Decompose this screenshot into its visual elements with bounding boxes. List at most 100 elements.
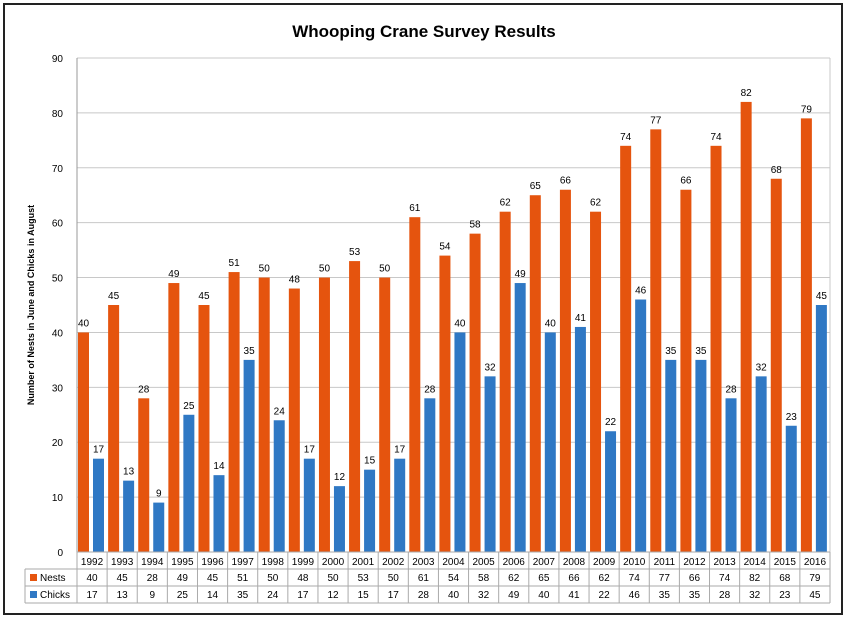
x-tick-label: 1997 <box>232 557 255 568</box>
x-tick-label: 2008 <box>563 557 586 568</box>
nests-data-label: 50 <box>259 264 271 275</box>
chicks-bar <box>303 458 315 552</box>
nests-table-cell: 82 <box>749 573 761 584</box>
chicks-bar <box>514 283 526 552</box>
chicks-bar <box>605 431 617 552</box>
nests-data-label: 74 <box>710 132 722 143</box>
chicks-data-label: 46 <box>635 286 647 297</box>
chicks-bar <box>544 332 556 552</box>
x-tick-label: 2004 <box>442 557 465 568</box>
nests-data-label: 58 <box>469 220 481 231</box>
x-tick-label: 2007 <box>533 557 556 568</box>
x-tick-label: 2011 <box>654 557 676 568</box>
nests-table-cell: 77 <box>659 573 671 584</box>
chicks-data-label: 28 <box>424 384 436 395</box>
nests-table-cell: 50 <box>388 573 400 584</box>
x-tick-label: 1998 <box>262 557 285 568</box>
nests-table-cell: 54 <box>448 573 460 584</box>
nests-legend-swatch <box>30 574 37 581</box>
x-tick-label: 2002 <box>382 557 405 568</box>
chicks-bar <box>635 299 647 552</box>
nests-data-label: 50 <box>319 264 331 275</box>
chicks-data-label: 24 <box>274 406 286 417</box>
chicks-table-cell: 17 <box>86 590 98 601</box>
nests-table-cell: 74 <box>629 573 641 584</box>
nests-bar <box>529 195 541 552</box>
chicks-data-label: 49 <box>515 269 527 280</box>
nests-table-cell: 48 <box>297 573 309 584</box>
x-tick-label: 2013 <box>713 557 736 568</box>
nests-data-label: 48 <box>289 275 301 286</box>
y-tick-label: 20 <box>52 438 64 449</box>
nests-table-cell: 79 <box>809 573 821 584</box>
chicks-table-cell: 17 <box>388 590 400 601</box>
chicks-data-label: 35 <box>244 346 256 357</box>
nests-bar <box>680 189 692 552</box>
chicks-table-cell: 22 <box>599 590 611 601</box>
nests-bar <box>590 211 602 552</box>
chicks-table-cell: 40 <box>538 590 550 601</box>
chicks-data-label: 32 <box>484 362 496 373</box>
chicks-bar <box>665 359 677 552</box>
y-tick-label: 10 <box>52 493 64 504</box>
nests-table-cell: 61 <box>418 573 430 584</box>
nests-table-cell: 68 <box>779 573 791 584</box>
x-tick-label: 2003 <box>412 557 435 568</box>
nests-bar <box>258 277 270 552</box>
chicks-table-cell: 41 <box>568 590 580 601</box>
chicks-data-label: 32 <box>756 362 768 373</box>
nests-table-cell: 62 <box>508 573 520 584</box>
chicks-table-cell: 35 <box>237 590 249 601</box>
chicks-bar <box>755 376 767 552</box>
nests-bar <box>650 129 662 552</box>
nests-table-cell: 49 <box>177 573 189 584</box>
chicks-table-cell: 32 <box>749 590 761 601</box>
nests-bar <box>288 288 300 552</box>
chicks-bar <box>725 398 737 552</box>
chart-title: Whooping Crane Survey Results <box>292 22 556 41</box>
x-tick-label: 1994 <box>141 557 164 568</box>
nests-bar <box>710 145 722 553</box>
nests-data-label: 82 <box>741 88 753 99</box>
y-tick-label: 60 <box>52 219 64 230</box>
nests-bar <box>379 277 391 552</box>
nests-data-label: 50 <box>379 264 391 275</box>
nests-data-label: 45 <box>198 291 210 302</box>
chicks-bar <box>273 420 285 552</box>
nests-data-label: 62 <box>590 198 602 209</box>
y-axis-label: Number of Nests in June and Chicks in Au… <box>26 205 36 405</box>
y-tick-label: 30 <box>52 383 64 394</box>
chicks-data-label: 23 <box>786 412 798 423</box>
chicks-data-label: 17 <box>304 445 316 456</box>
chicks-legend-swatch <box>30 591 37 598</box>
chicks-data-label: 22 <box>605 417 617 428</box>
chicks-bar <box>695 359 707 552</box>
nests-bar <box>108 305 120 552</box>
nests-data-label: 28 <box>138 384 150 395</box>
chicks-data-label: 28 <box>725 384 737 395</box>
chicks-table-cell: 28 <box>418 590 430 601</box>
chicks-data-label: 35 <box>665 346 677 357</box>
nests-data-label: 77 <box>650 115 662 126</box>
chicks-data-label: 45 <box>816 291 828 302</box>
chicks-table-cell: 40 <box>448 590 460 601</box>
chicks-data-label: 14 <box>213 461 225 472</box>
nests-data-label: 68 <box>771 165 783 176</box>
chicks-data-label: 41 <box>575 313 587 324</box>
nests-table-cell: 58 <box>478 573 490 584</box>
chicks-data-label: 12 <box>334 472 346 483</box>
nests-bar <box>349 261 361 552</box>
chicks-table-cell: 13 <box>117 590 129 601</box>
nests-table-cell: 50 <box>267 573 279 584</box>
nests-table-cell: 50 <box>327 573 339 584</box>
chicks-bar <box>213 475 225 552</box>
nests-bar <box>439 255 451 552</box>
x-tick-label: 1995 <box>171 557 194 568</box>
chicks-data-label: 40 <box>454 318 466 329</box>
chicks-table-cell: 35 <box>659 590 671 601</box>
nests-bar <box>469 233 481 552</box>
chicks-data-label: 40 <box>545 318 557 329</box>
chicks-data-label: 13 <box>123 467 135 478</box>
x-tick-label: 2006 <box>503 557 526 568</box>
nests-table-cell: 74 <box>719 573 731 584</box>
